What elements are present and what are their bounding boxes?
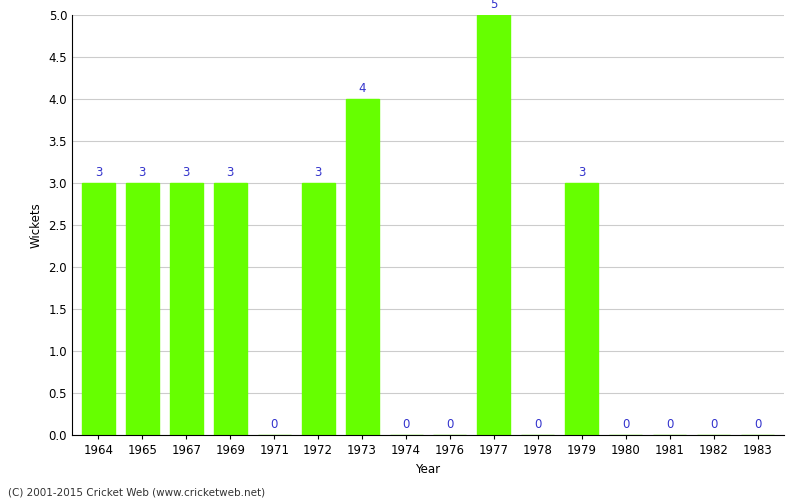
Text: 0: 0 [534,418,542,431]
Bar [214,183,246,435]
Text: 3: 3 [314,166,322,179]
Text: 0: 0 [270,418,278,431]
Text: 0: 0 [666,418,674,431]
Text: 5: 5 [490,0,498,11]
Text: 0: 0 [622,418,630,431]
Bar [566,183,598,435]
Text: 3: 3 [226,166,234,179]
Bar [126,183,159,435]
X-axis label: Year: Year [415,462,441,475]
Text: 3: 3 [94,166,102,179]
Text: 0: 0 [402,418,410,431]
Bar [82,183,115,435]
Text: 0: 0 [754,418,762,431]
Y-axis label: Wickets: Wickets [30,202,43,248]
Text: 3: 3 [138,166,146,179]
Text: 4: 4 [358,82,366,95]
Text: (C) 2001-2015 Cricket Web (www.cricketweb.net): (C) 2001-2015 Cricket Web (www.cricketwe… [8,488,265,498]
Text: 0: 0 [446,418,454,431]
Bar [170,183,202,435]
Text: 3: 3 [578,166,586,179]
Bar [302,183,334,435]
Bar [346,99,378,435]
Text: 0: 0 [710,418,718,431]
Bar [478,15,510,435]
Text: 3: 3 [182,166,190,179]
